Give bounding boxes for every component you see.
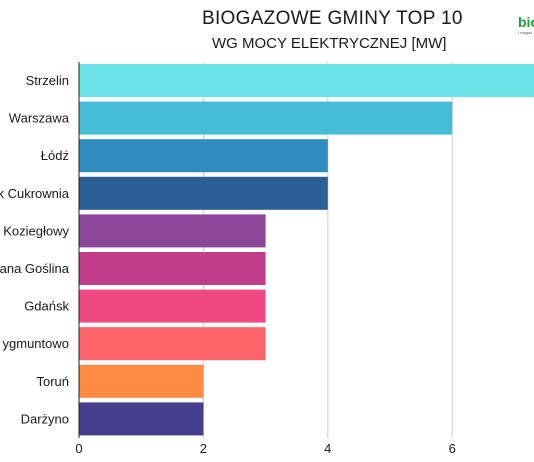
chart-title: BIOGAZOWE GMINY TOP 10: [202, 8, 463, 29]
category-label: k Cukrownia: [0, 186, 70, 201]
category-label: Koziegłowy: [3, 223, 69, 238]
bar-1: [79, 101, 453, 135]
x-tick-label: 6: [449, 441, 456, 456]
category-label: ygmuntowo: [3, 336, 69, 351]
bar-9: [79, 402, 204, 436]
category-label: ana Goślina: [0, 261, 70, 276]
x-tick-label: 4: [324, 441, 331, 456]
category-label: Strzelin: [26, 73, 69, 88]
brand-logo: bio: [518, 14, 534, 30]
x-tick-label: 2: [200, 441, 207, 456]
bar-7: [79, 327, 266, 361]
category-label: Darżyno: [21, 411, 69, 426]
bar-5: [79, 252, 266, 285]
brand-logo-subtext: / magaz: [518, 30, 533, 35]
bar-8: [79, 364, 204, 398]
category-label: Toruń: [36, 374, 69, 389]
category-label: Łódź: [41, 148, 69, 163]
bar-6: [79, 289, 266, 323]
category-label: Gdańsk: [24, 299, 69, 314]
bar-0: [79, 64, 534, 97]
x-tick-label: 0: [75, 441, 82, 456]
bar-2: [79, 139, 328, 173]
bar-3: [79, 176, 328, 210]
chart-subtitle: WG MOCY ELEKTRYCZNEJ [MW]: [212, 35, 447, 52]
category-label: Warszawa: [9, 111, 70, 126]
bar-4: [79, 214, 266, 248]
